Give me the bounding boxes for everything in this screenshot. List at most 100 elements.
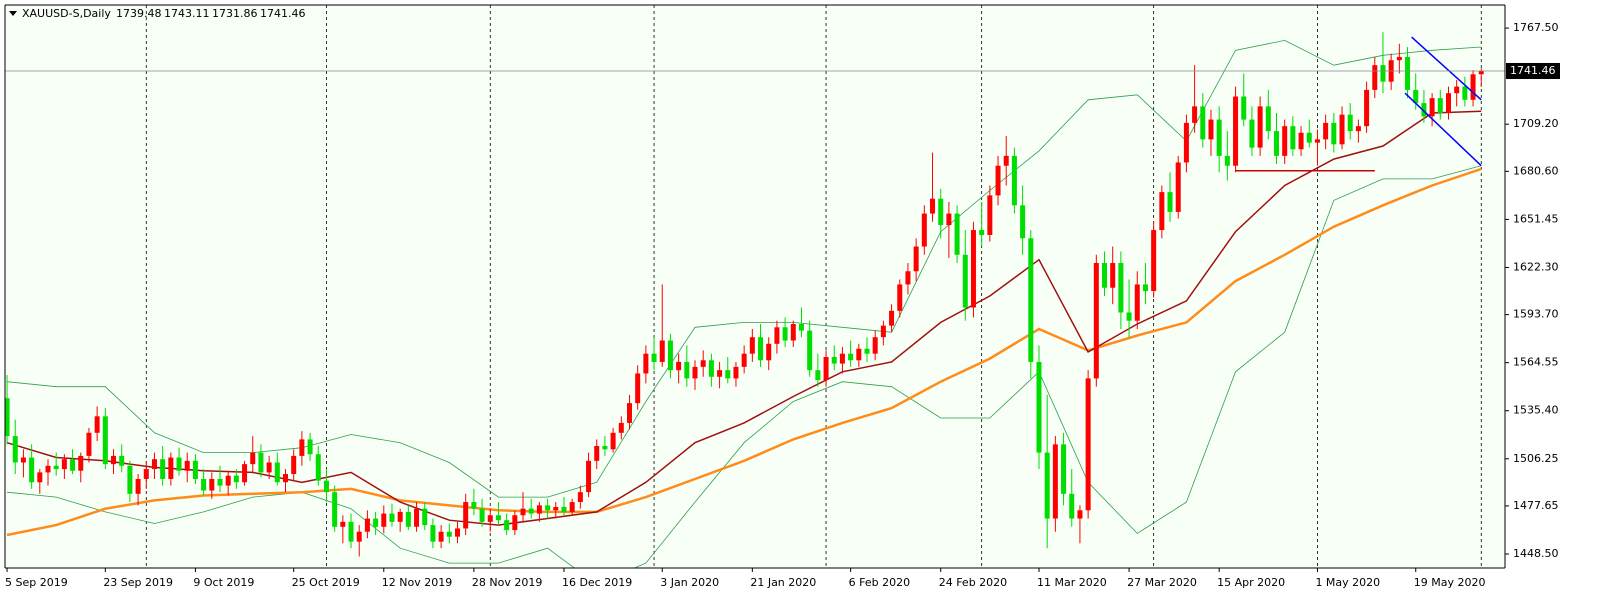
x-tick-label: 11 Mar 2020	[1037, 576, 1107, 589]
candle-body	[1085, 378, 1091, 511]
x-tick-label: 3 Jan 2020	[660, 576, 719, 589]
candle-body	[1380, 65, 1386, 82]
candle-body	[29, 457, 35, 483]
candle-body	[512, 515, 518, 531]
candle-body	[209, 478, 215, 491]
y-tick-label: 1622.30	[1513, 260, 1559, 273]
candle-body	[1306, 132, 1312, 143]
candle-body	[405, 511, 411, 527]
candle-body	[192, 460, 198, 479]
x-tick-label: 19 May 2020	[1414, 576, 1486, 589]
candle-body	[61, 459, 67, 470]
candle-body	[274, 462, 280, 483]
candle-body	[1208, 119, 1214, 140]
candle-body	[708, 360, 714, 377]
y-tick-label: 1564.55	[1513, 356, 1559, 369]
candle-body	[987, 195, 993, 235]
y-tick-label: 1767.50	[1513, 21, 1559, 34]
candle-body	[242, 464, 248, 483]
x-tick-label: 28 Nov 2019	[472, 576, 542, 589]
candle-body	[1405, 56, 1411, 90]
candle-body	[184, 460, 190, 471]
candle-body	[954, 213, 960, 255]
candle-body	[1102, 263, 1108, 288]
candle-body	[53, 465, 59, 470]
price-label: 1741.46	[1510, 64, 1556, 77]
x-tick-label: 15 Apr 2020	[1217, 576, 1285, 589]
y-tick-label: 1506.25	[1513, 452, 1559, 465]
candle-body	[667, 340, 673, 371]
candle-body	[250, 452, 256, 465]
candle-body	[307, 439, 313, 455]
trendline	[1411, 36, 1482, 101]
x-tick-label: 27 Mar 2020	[1127, 576, 1197, 589]
candle-body	[340, 521, 346, 527]
x-tick-label: 24 Feb 2020	[939, 576, 1007, 589]
candle-body	[1257, 106, 1263, 148]
candle-body	[528, 508, 534, 514]
candle-body	[151, 459, 157, 470]
candle-body	[127, 465, 133, 494]
candle-body	[299, 439, 305, 456]
candle-body	[201, 478, 207, 491]
candle-body	[577, 492, 583, 503]
candle-body	[1445, 93, 1451, 113]
candle-body	[1077, 510, 1083, 519]
candle-body	[1470, 74, 1476, 100]
candle-body	[856, 348, 862, 361]
candle-body	[938, 198, 944, 226]
candle-body	[258, 452, 264, 473]
candle-body	[119, 455, 125, 466]
x-tick-label: 12 Nov 2019	[382, 576, 452, 589]
candle-body	[979, 230, 985, 235]
x-tick-label: 21 Jan 2020	[750, 576, 816, 589]
candle-body	[1323, 122, 1329, 140]
menu-arrow[interactable]	[9, 11, 17, 16]
candle-body	[1167, 192, 1173, 212]
candle-body	[766, 343, 772, 361]
candle-body	[446, 531, 452, 537]
candle-body	[545, 505, 551, 511]
trendline	[1404, 92, 1482, 167]
candle-body	[5, 398, 10, 437]
candle-body	[356, 531, 362, 542]
candle-body	[78, 455, 84, 471]
candle-body	[1224, 155, 1230, 166]
candle-body	[1142, 284, 1148, 292]
candle-body	[1036, 361, 1042, 453]
candle-body	[1093, 263, 1099, 379]
candle-body	[1282, 126, 1288, 156]
candle-body	[414, 508, 420, 527]
close: 1741.46	[260, 7, 306, 20]
candle-body	[373, 518, 379, 527]
candle-body	[487, 515, 493, 522]
y-tick-label: 1448.50	[1513, 547, 1559, 560]
price-label-box	[1506, 63, 1560, 80]
candle-body	[504, 520, 510, 531]
candle-body	[479, 508, 485, 522]
candle-body	[1437, 98, 1443, 113]
candle-body	[160, 459, 166, 479]
x-tick-label: 1 May 2020	[1315, 576, 1380, 589]
candle-body	[848, 353, 854, 361]
candle-body	[823, 356, 829, 381]
candle-body	[291, 455, 297, 475]
candle-body	[471, 502, 477, 509]
candle-body	[315, 454, 321, 481]
candle-body	[70, 459, 76, 471]
candle-body	[1126, 312, 1132, 321]
candle-body	[536, 505, 542, 514]
candle-body	[102, 416, 108, 465]
candle-body	[233, 475, 239, 483]
candle-body	[626, 403, 632, 423]
candle-body	[438, 531, 444, 542]
y-tick-label: 1535.40	[1513, 404, 1559, 417]
candle-body	[561, 507, 567, 512]
plot	[5, 5, 1505, 568]
candle-body	[1478, 71, 1484, 75]
candle-body	[1192, 106, 1198, 123]
candle-body	[323, 480, 329, 493]
candle-body	[880, 325, 886, 338]
candle-body	[1069, 493, 1075, 519]
